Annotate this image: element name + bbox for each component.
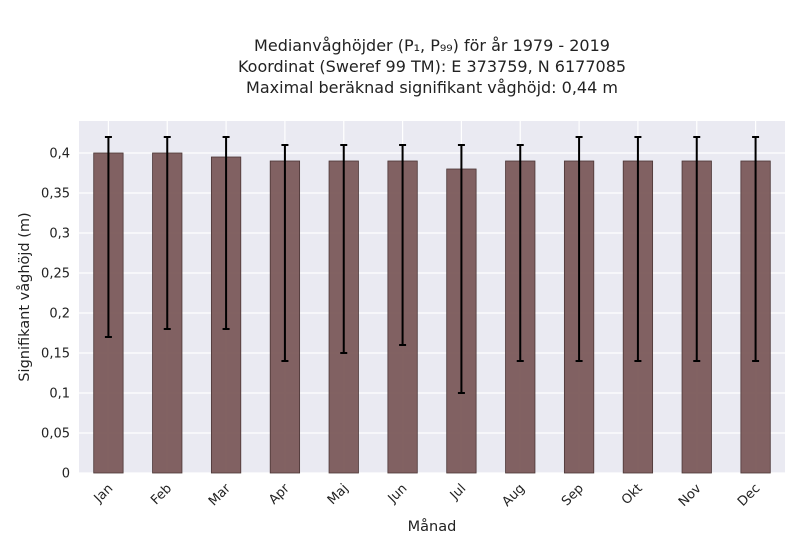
y-tick-label: 0,3 [49,227,70,242]
y-tick-label: 0,4 [49,147,70,162]
error-bar-okt [634,136,642,362]
error-bar-sep [575,136,583,362]
error-bar-nov [693,136,701,362]
error-bar-dec [752,136,760,362]
x-tick-label: Maj [325,481,352,508]
error-bar-feb [163,136,171,330]
chart-title: Medianvåghöjder (P₁, P₉₉) för år 1979 - … [238,36,626,97]
error-bar-jun [399,144,407,346]
x-axis-ticks: Jan Feb Mar Apr Maj Jun Jul Aug Sep Okt Nov Dec [91,481,764,510]
x-tick-label: Sep [559,481,587,509]
chart-title-line: Koordinat (Sweref 99 TM): E 373759, N 61… [238,57,626,76]
y-tick-label: 0,05 [41,427,70,442]
chart-title-line: Medianvåghöjder (P₁, P₉₉) för år 1979 - … [254,36,610,55]
x-tick-label: Nov [676,481,705,510]
error-bar-apr [281,144,289,362]
x-tick-label: Jan [91,481,116,506]
x-tick-label: Aug [500,481,529,510]
x-tick-label: Jun [385,481,411,507]
chart-title-line: Maximal beräknad signifikant våghöjd: 0,… [246,78,618,97]
x-tick-label: Dec [735,481,763,509]
error-bar-maj [340,144,348,354]
error-bar-aug [516,144,524,362]
y-tick-label: 0,25 [41,267,70,282]
error-bar-jan [104,136,112,338]
error-bar-mar [222,136,230,330]
y-tick-label: 0,35 [41,187,70,202]
y-tick-label: 0,1 [49,387,70,402]
y-tick-label: 0,15 [41,347,70,362]
x-tick-label: Feb [148,481,175,508]
y-tick-label: 0,2 [49,307,70,322]
x-tick-label: Apr [266,481,293,508]
x-tick-label: Okt [619,481,646,508]
y-tick-label: 0 [62,467,70,482]
error-bars [104,136,760,394]
plot-area [79,121,785,473]
x-tick-label: Mar [206,481,234,509]
y-axis-ticks: 0 0,05 0,1 0,15 0,2 0,25 0,3 0,35 0,4 [41,147,70,482]
error-bar-jul [457,144,465,394]
x-tick-label: Jul [447,481,469,503]
y-axis-label: Signifikant våghöjd (m) [16,212,33,381]
x-axis-label: Månad [408,518,457,535]
